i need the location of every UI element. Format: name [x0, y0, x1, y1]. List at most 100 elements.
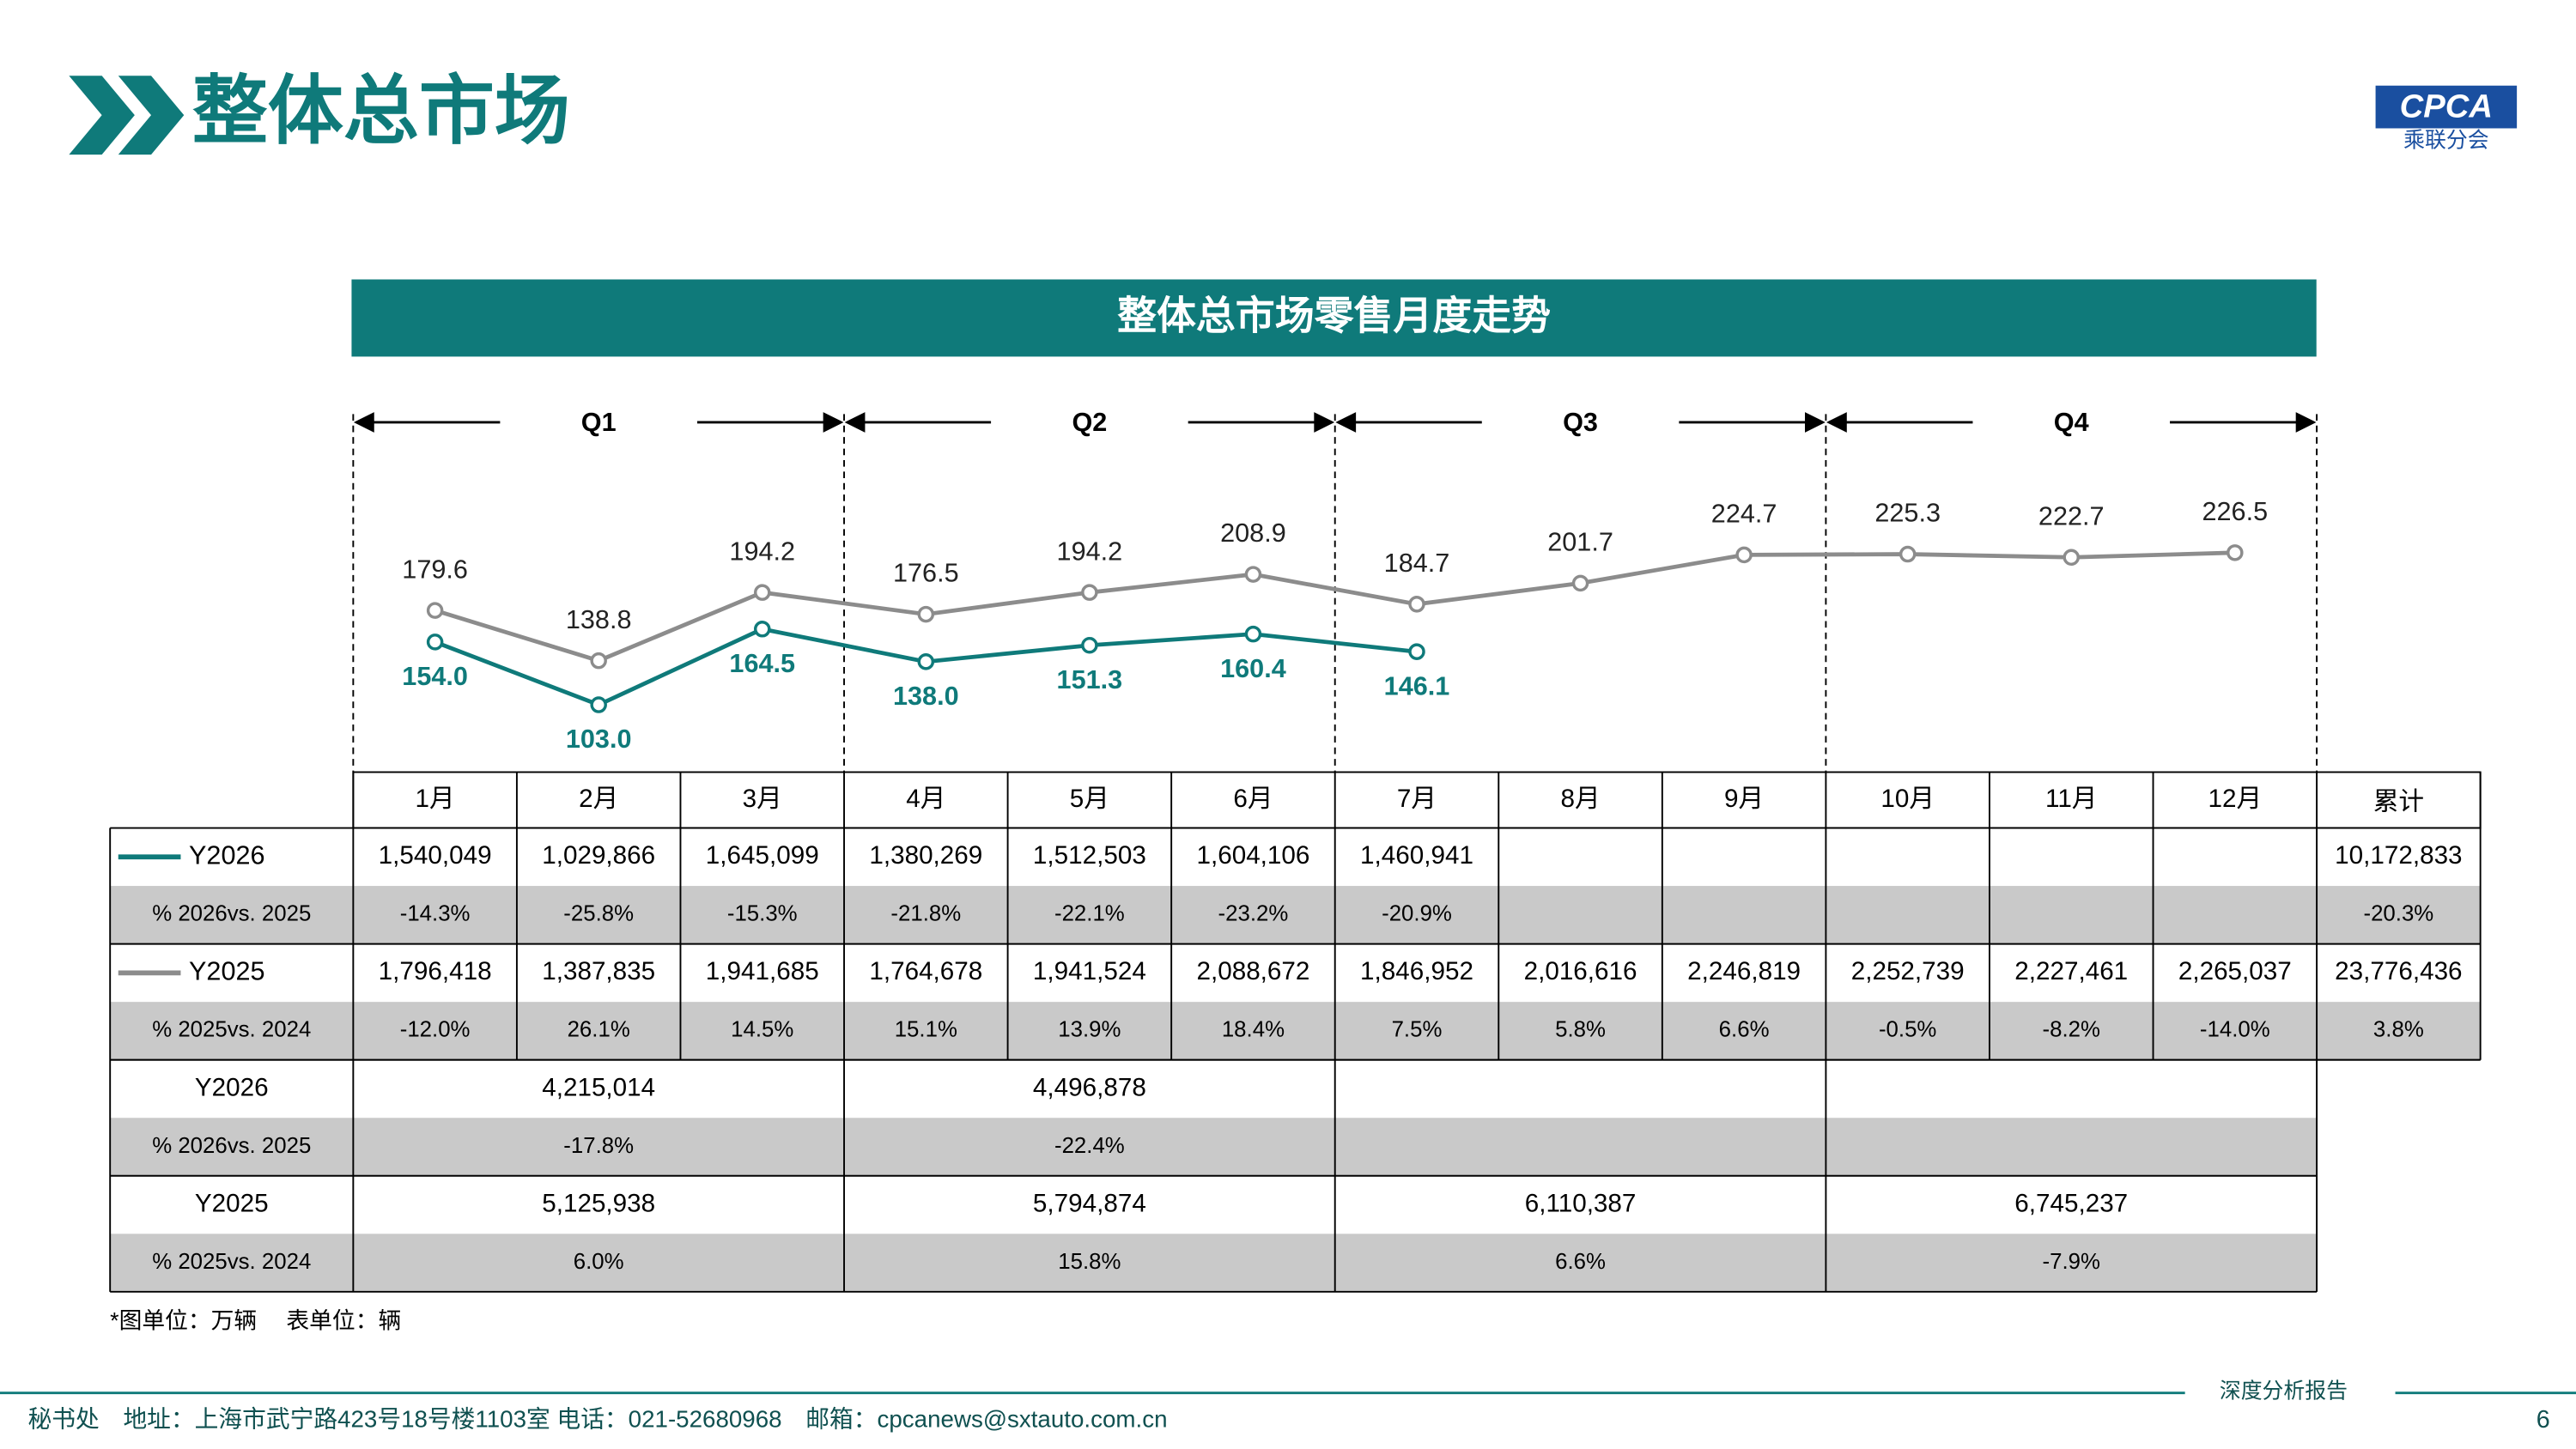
- table-cell: 1,540,049: [379, 841, 492, 870]
- quarter-label: Q3: [1563, 408, 1598, 437]
- row-shade: [110, 1118, 2318, 1176]
- logo-sub: 乘联分会: [2403, 128, 2488, 152]
- table-cell: -17.8%: [563, 1134, 634, 1158]
- chart-title-bar: [351, 279, 2317, 357]
- data-point: [1735, 546, 1753, 564]
- month-header: 3月: [743, 785, 782, 813]
- table-cell: -25.8%: [563, 902, 634, 926]
- month-header: 4月: [906, 785, 945, 813]
- data-point: [590, 696, 607, 713]
- table-cell: 1,460,941: [1360, 841, 1473, 870]
- table-total: 3.8%: [2373, 1018, 2424, 1042]
- row-label: Y2026: [195, 1073, 269, 1101]
- data-point: [1081, 636, 1098, 654]
- footer-report: 深度分析报告: [2220, 1379, 2348, 1403]
- table-cell: 15.1%: [895, 1018, 957, 1042]
- footnote: *图单位：万辆 表单位：辆: [110, 1308, 401, 1334]
- table-cell: 1,029,866: [542, 841, 655, 870]
- month-header: 6月: [1233, 785, 1273, 813]
- table-cell: 14.5%: [731, 1018, 793, 1042]
- data-point: [1081, 584, 1098, 601]
- month-header: 7月: [1397, 785, 1437, 813]
- footer-contact: 秘书处 地址：上海市武宁路423号18号楼1103室 电话：021-526809…: [28, 1406, 1168, 1433]
- table-cell: -22.1%: [1054, 902, 1125, 926]
- chart-title: 整体总市场零售月度走势: [1117, 294, 1551, 338]
- data-label: 194.2: [1057, 537, 1123, 566]
- row-label: % 2025vs. 2024: [152, 1018, 311, 1042]
- table-cell: -22.4%: [1054, 1134, 1125, 1158]
- logo: CPCA: [2400, 88, 2493, 125]
- row-shade: [110, 886, 2481, 944]
- data-label: 176.5: [893, 559, 959, 588]
- series-line: [434, 550, 2235, 664]
- row-shade: [110, 1234, 2318, 1292]
- table-cell: -0.5%: [1879, 1018, 1936, 1042]
- table-cell: 6,110,387: [1525, 1189, 1637, 1217]
- data-point: [1244, 625, 1262, 643]
- month-header: 2月: [579, 785, 618, 813]
- data-point: [1571, 574, 1589, 592]
- data-point: [590, 652, 607, 670]
- data-point: [1899, 545, 1917, 563]
- data-label: 224.7: [1711, 500, 1777, 529]
- quarter-arrow: [1335, 412, 1826, 433]
- table-cell: 4,496,878: [1033, 1073, 1146, 1101]
- table-cell: 1,941,685: [706, 957, 819, 985]
- table-cell: 1,645,099: [706, 841, 819, 870]
- table-cell: 1,846,952: [1360, 957, 1473, 985]
- table-cell: 6,745,237: [2014, 1189, 2128, 1217]
- table-cell: -8.2%: [2043, 1018, 2100, 1042]
- data-point: [1244, 566, 1262, 583]
- table-cell: -21.8%: [890, 902, 961, 926]
- row-label: Y2025: [195, 1189, 269, 1217]
- table-cell: 18.4%: [1222, 1018, 1285, 1042]
- row-label: % 2026vs. 2025: [152, 1134, 311, 1158]
- table-cell: -23.2%: [1218, 902, 1289, 926]
- table-cell: 6.6%: [1719, 1018, 1770, 1042]
- data-label: 225.3: [1874, 499, 1941, 528]
- data-point: [917, 653, 935, 670]
- quarter-arrow: [844, 412, 1335, 433]
- data-label: 226.5: [2202, 497, 2269, 526]
- table-cell: 1,796,418: [379, 957, 492, 985]
- table-cell: 1,604,106: [1197, 841, 1310, 870]
- data-label: 201.7: [1547, 528, 1613, 557]
- data-label: 160.4: [1220, 654, 1286, 683]
- table-cell: 2,265,037: [2178, 957, 2292, 985]
- table-cell: 5,125,938: [542, 1189, 655, 1217]
- table-cell: 1,764,678: [869, 957, 982, 985]
- table-total: -20.3%: [2363, 902, 2433, 926]
- table-cell: 2,016,616: [1524, 957, 1637, 985]
- table-cell: 6.0%: [574, 1250, 624, 1274]
- month-header: 10月: [1880, 785, 1935, 813]
- table-cell: 26.1%: [568, 1018, 630, 1042]
- data-point: [1408, 643, 1425, 660]
- quarter-label: Q2: [1072, 408, 1107, 437]
- quarter-label: Q1: [581, 408, 617, 437]
- data-label: 151.3: [1057, 665, 1123, 694]
- table-cell: -14.3%: [400, 902, 471, 926]
- table-cell: -20.9%: [1382, 902, 1452, 926]
- table-cell: 2,088,672: [1197, 957, 1310, 985]
- table-cell: 1,941,524: [1033, 957, 1146, 985]
- data-label: 184.7: [1384, 549, 1450, 578]
- data-label: 138.8: [566, 605, 632, 634]
- table-cell: -15.3%: [727, 902, 798, 926]
- data-point: [426, 634, 444, 651]
- slide-title: 整体总市场: [192, 68, 570, 153]
- table-cell: -7.9%: [2043, 1250, 2100, 1274]
- table-cell: 6.6%: [1555, 1250, 1606, 1274]
- table-cell: 1,387,835: [542, 957, 655, 985]
- table-cell: 5.8%: [1555, 1018, 1606, 1042]
- table-cell: 2,227,461: [2014, 957, 2128, 985]
- quarter-label: Q4: [2054, 408, 2089, 437]
- table-total: 10,172,833: [2335, 841, 2462, 870]
- table-cell: -12.0%: [400, 1018, 471, 1042]
- month-header: 11月: [2045, 785, 2097, 813]
- data-label: 208.9: [1220, 518, 1286, 548]
- row-shade: [110, 1002, 2481, 1060]
- table-cell: 1,512,503: [1033, 841, 1146, 870]
- table-cell: 15.8%: [1058, 1250, 1121, 1274]
